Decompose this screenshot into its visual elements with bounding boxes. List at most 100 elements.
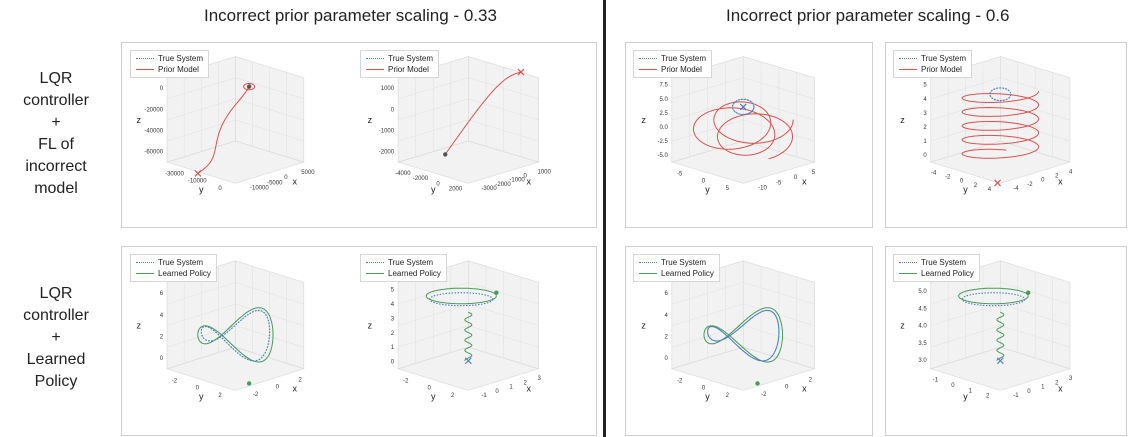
legend-swatch — [136, 273, 154, 274]
z-tick-label: -1000 — [379, 128, 395, 134]
learned-policy-trajectory — [464, 311, 473, 361]
learned-policy-trajectory — [996, 311, 1005, 361]
learned-policy-trajectory — [197, 307, 274, 363]
row-label-line: LQR — [39, 70, 73, 87]
z-tick-label: 2 — [391, 331, 395, 337]
grid-line — [166, 282, 304, 305]
x-tick-label: -5 — [776, 180, 782, 186]
legend: True System Prior Model — [893, 50, 973, 78]
y-tick-label: 2 — [218, 393, 222, 399]
z-tick-label: 0 — [391, 107, 395, 113]
z-axis-label: z — [641, 321, 646, 331]
column-title-right: Incorrect prior parameter scaling - 0.6 — [726, 6, 1010, 25]
z-tick-label: 2 — [923, 125, 927, 131]
z-tick-label: -2000 — [379, 150, 395, 156]
x-tick-label: -2 — [1027, 182, 1033, 188]
x-tick-label: -10000 — [250, 186, 269, 192]
grid-line — [930, 325, 1071, 348]
legend-label: True System — [921, 54, 967, 63]
row-label-line: + — [51, 329, 61, 346]
x-tick-label: -3000 — [481, 186, 497, 192]
z-tick-label: -2.5 — [657, 139, 668, 145]
x-tick-label: 0 — [284, 175, 288, 181]
x-axis-label: x — [1058, 177, 1063, 187]
z-tick-label: 3.5 — [918, 341, 927, 347]
legend: True System Prior Model — [360, 50, 440, 78]
y-tick-label: -2 — [677, 378, 683, 384]
z-tick-label: 4.0 — [918, 324, 927, 330]
z-tick-label: 5 — [391, 288, 395, 294]
legend-label: True System — [661, 54, 707, 63]
z-axis-label: z — [900, 321, 905, 331]
x-tick-label: -4 — [1013, 186, 1019, 192]
prior-model-trajectory — [444, 71, 522, 155]
legend: True System Learned Policy — [360, 254, 447, 282]
x-axis-label: x — [526, 177, 531, 187]
z-tick-label: -60000 — [144, 150, 163, 156]
column-title-left: Incorrect prior parameter scaling - 0.33 — [204, 6, 497, 25]
legend-label: True System — [661, 258, 707, 267]
legend-label: Prior Model — [158, 65, 199, 74]
x-axis-label: x — [802, 177, 807, 187]
x-tick-label: -2 — [253, 392, 259, 398]
plot-top-left-2: -3000-2000-100001000-4000-20000200010000… — [368, 56, 552, 195]
y-tick-label: 0 — [428, 386, 432, 392]
grid-line — [930, 98, 1071, 121]
axis-pane-floor — [929, 140, 1071, 184]
legend-item-true-system: True System — [136, 53, 203, 64]
z-tick-label: 4 — [391, 302, 395, 308]
z-tick-label: 6 — [664, 291, 668, 297]
z-tick-label: 0 — [664, 356, 668, 362]
plot-top-left-1: -10000-500005000-30000-1000000-20000-400… — [137, 56, 315, 195]
row-label-line: Learned — [26, 351, 86, 368]
end-marker — [494, 290, 499, 295]
y-tick-label: 0 — [218, 186, 222, 192]
legend-item-learned-policy: Learned Policy — [366, 268, 441, 279]
legend-label: Learned Policy — [158, 269, 211, 278]
x-axis-label: x — [526, 383, 531, 393]
z-tick-label: 4 — [923, 97, 927, 103]
grid-line — [671, 282, 815, 305]
x-tick-label: 1 — [509, 385, 513, 391]
z-axis-label: z — [137, 115, 142, 125]
x-tick-label: -5000 — [267, 180, 283, 186]
row-label-bottom: LQR controller + Learned Policy — [0, 283, 112, 393]
y-axis-label: y — [705, 185, 710, 195]
legend: True System Prior Model — [130, 50, 210, 78]
y-axis-label: y — [431, 185, 436, 195]
legend-item-learned-policy: Learned Policy — [639, 268, 714, 279]
grid-line — [166, 119, 304, 142]
z-tick-label: 1000 — [381, 86, 395, 92]
y-tick-label: -2 — [403, 378, 409, 384]
legend-swatch — [136, 69, 154, 70]
y-tick-label: 2 — [726, 393, 730, 399]
y-axis-label: y — [431, 392, 436, 402]
legend-swatch — [366, 58, 384, 59]
legend-item-true-system: True System — [639, 257, 714, 268]
start-marker — [739, 103, 747, 111]
grid-line — [166, 303, 304, 326]
legend-label: Learned Policy — [661, 269, 714, 278]
x-tick-label: 0 — [785, 385, 789, 391]
z-axis-label: z — [368, 115, 373, 125]
x-tick-label: -1 — [481, 393, 487, 399]
legend-label: True System — [921, 258, 967, 267]
row-label-line: FL of — [38, 136, 74, 153]
x-tick-label: 1000 — [538, 169, 552, 175]
legend-item-true-system: True System — [366, 53, 433, 64]
x-tick-label: 3 — [538, 376, 542, 382]
grid-line — [671, 77, 815, 100]
x-tick-label: -10 — [758, 186, 767, 192]
axis-pane-floor — [397, 140, 540, 184]
y-tick-label: 4 — [988, 187, 992, 193]
x-tick-label: 1 — [1041, 385, 1045, 391]
legend: True System Learned Policy — [633, 254, 720, 282]
legend-swatch — [899, 58, 917, 59]
y-axis-label: y — [199, 185, 204, 195]
plot-bottom-right-1: -2 0 2 -2 0 2 6 4 2 0 x y z — [641, 260, 816, 402]
z-tick-label: 1 — [923, 139, 927, 145]
y-axis-label: y — [963, 185, 968, 195]
x-tick-label: 2 — [523, 380, 527, 386]
row-label-line: + — [51, 114, 61, 131]
y-tick-label: -2 — [172, 378, 178, 384]
